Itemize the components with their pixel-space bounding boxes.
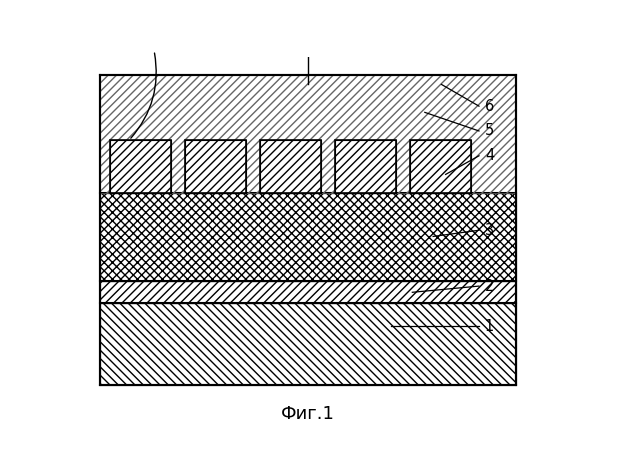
Bar [410,140,470,193]
Bar [410,140,470,193]
Bar [100,75,516,193]
Bar [100,303,516,385]
Bar [100,75,516,193]
Bar [100,193,516,282]
Bar [335,140,396,193]
Text: 2: 2 [485,279,494,293]
Bar [335,140,396,193]
Text: Фиг.1: Фиг.1 [281,405,335,423]
Text: 3: 3 [485,223,494,238]
Text: 1: 1 [485,319,494,334]
Text: 4: 4 [485,148,494,163]
Bar [185,140,246,193]
Bar [100,303,516,385]
Bar [110,140,171,193]
Bar [100,193,516,282]
Bar [260,140,321,193]
Bar [100,282,516,303]
Bar [185,140,246,193]
Text: 6: 6 [485,99,494,114]
Bar [110,140,171,193]
Bar [260,140,321,193]
Text: 5: 5 [485,123,494,138]
Bar [100,282,516,303]
